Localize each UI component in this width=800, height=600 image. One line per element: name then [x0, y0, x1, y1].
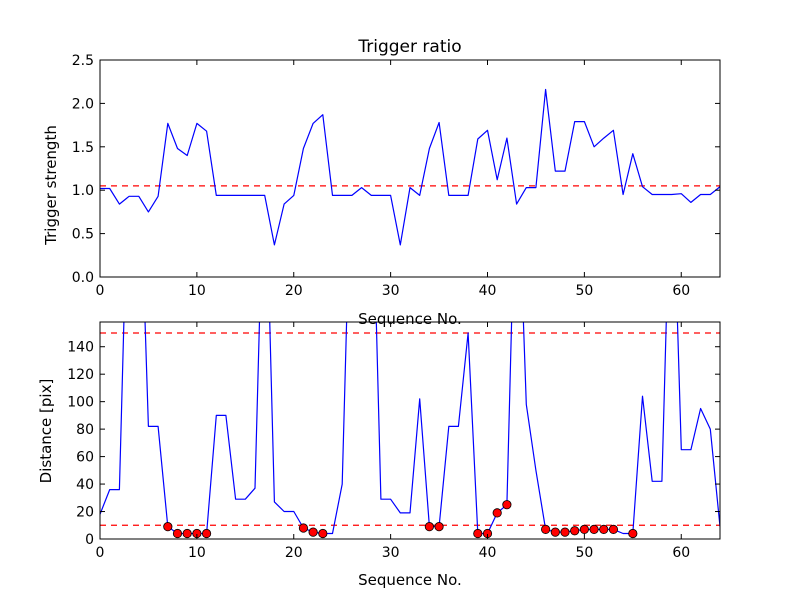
data-point-marker — [550, 527, 560, 537]
x-tick-label: 50 — [575, 283, 593, 299]
plot-frame — [99, 59, 721, 278]
data-point-marker — [541, 524, 551, 534]
y-tick-label: 100 — [67, 395, 94, 411]
y-tick-label: 0.0 — [72, 270, 94, 286]
y-tick-label: 2.5 — [72, 53, 94, 69]
y-axis-label: Distance [pix] — [37, 379, 55, 484]
y-tick-label: 2.0 — [72, 96, 94, 112]
x-tick-label: 10 — [188, 283, 206, 299]
x-tick-label: 20 — [285, 545, 303, 561]
data-point-marker — [608, 524, 619, 534]
x-tick-label: 0 — [96, 545, 105, 561]
data-point-marker — [492, 508, 502, 518]
data-point-marker — [628, 528, 638, 539]
x-axis-label: Sequence No. — [358, 310, 462, 328]
x-tick-label: 60 — [672, 545, 690, 561]
x-axis-label: Sequence No. — [358, 571, 462, 589]
y-tick-label: 1.5 — [72, 140, 94, 156]
y-tick-label: 0 — [85, 532, 94, 548]
data-point-marker — [589, 524, 599, 534]
chart-title: Trigger ratio — [357, 37, 461, 57]
y-tick-label: 120 — [67, 367, 94, 383]
x-tick-label: 20 — [285, 283, 303, 299]
data-point-marker — [201, 528, 212, 539]
y-tick-label: 1.0 — [72, 183, 94, 199]
x-tick-label: 50 — [575, 545, 593, 561]
y-tick-label: 60 — [76, 450, 94, 466]
data-point-marker — [298, 523, 309, 533]
distance-chart: Sequence No. Distance [pix] 0 10 20 30 40 50 6… — [37, 321, 721, 589]
x-tick-label: 60 — [672, 283, 690, 299]
data-point-marker — [473, 528, 483, 539]
series-line — [100, 88, 720, 246]
plot-frame — [99, 321, 721, 540]
data-point-marker — [308, 527, 318, 537]
y-axis-label: Trigger strength — [42, 125, 60, 246]
y-tick-label: 80 — [76, 422, 94, 438]
data-point-marker — [560, 527, 570, 537]
data-point-marker — [599, 524, 609, 534]
data-point-marker — [163, 522, 173, 532]
data-point-marker — [570, 526, 580, 536]
x-tick-label: 0 — [96, 283, 105, 299]
trigger-ratio-chart: Trigger ratio Sequence No. Trigger stren… — [42, 37, 721, 328]
x-tick-label: 40 — [479, 283, 497, 299]
data-point-marker — [502, 500, 512, 510]
data-point-marker — [434, 522, 444, 532]
data-point-marker — [579, 524, 589, 534]
y-tick-label: 20 — [76, 505, 94, 521]
x-tick-label: 30 — [382, 545, 400, 561]
data-point-marker — [172, 528, 183, 539]
y-tick-label: 40 — [76, 477, 94, 493]
y-tick-label: 0.5 — [72, 227, 94, 243]
y-tick-label: 140 — [67, 340, 94, 356]
data-point-marker — [424, 522, 434, 532]
x-tick-label: 40 — [479, 545, 497, 561]
x-tick-label: 10 — [188, 545, 206, 561]
data-point-marker — [318, 528, 328, 539]
x-tick-label: 30 — [382, 283, 400, 299]
data-point-marker — [182, 528, 192, 539]
